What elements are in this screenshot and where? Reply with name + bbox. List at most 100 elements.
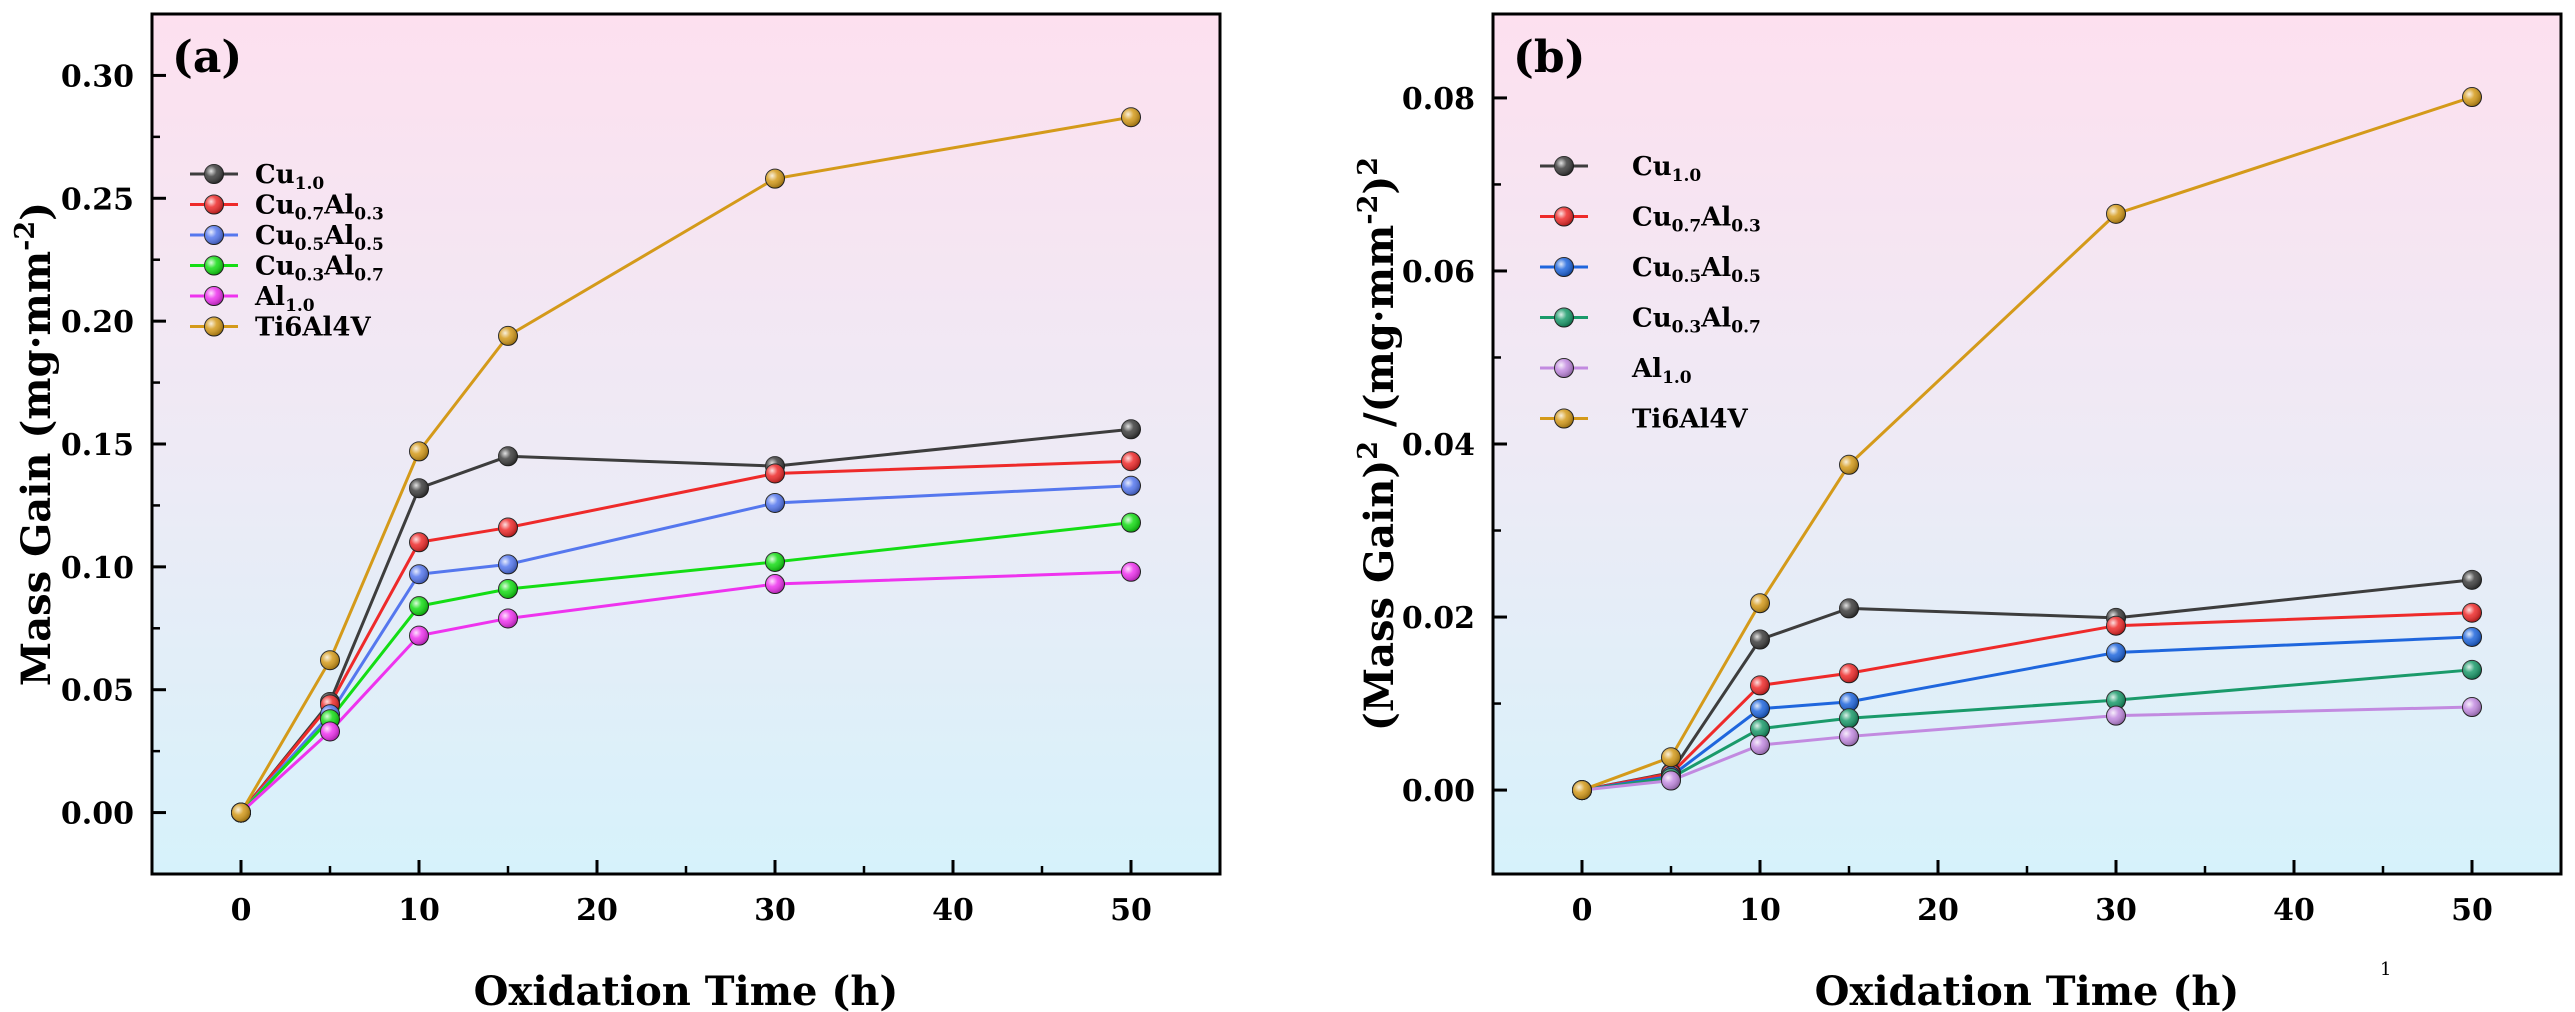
y-tick-label: 0.04 <box>1402 428 1475 463</box>
data-point-shine <box>498 518 518 538</box>
plot-background <box>1493 14 2561 874</box>
legend-label-text: Al <box>1631 354 1662 384</box>
y-tick-label: 0.30 <box>61 59 134 94</box>
legend-label-subscript: 0.3 <box>1672 318 1702 338</box>
y-tick-label: 0.00 <box>61 797 134 832</box>
data-point-shine <box>409 478 429 498</box>
data-point-shine <box>1839 726 1859 746</box>
legend-label-subscript: 0.7 <box>354 266 384 286</box>
y-tick-label: 0.08 <box>1402 82 1475 117</box>
y-axis-title-sup3: 2 <box>1353 157 1384 176</box>
y-tick-label: 0.10 <box>61 551 134 586</box>
data-point-shine <box>2106 690 2126 710</box>
panel-label: (a) <box>172 32 242 83</box>
legend-label-subscript: 1.0 <box>285 296 315 316</box>
legend-label-text: Cu <box>255 191 295 221</box>
data-point-shine <box>1839 692 1859 712</box>
data-point-shine <box>1750 630 1770 650</box>
legend-marker-shine <box>1554 156 1574 176</box>
y-tick-label: 0.00 <box>1402 774 1475 809</box>
x-tick-label: 30 <box>754 893 796 928</box>
x-tick-label: 50 <box>2451 893 2493 928</box>
x-tick-label: 20 <box>576 893 618 928</box>
legend-label-subscript: 0.7 <box>295 205 325 225</box>
legend-marker-shine <box>204 225 224 245</box>
series-line <box>239 570 1132 814</box>
legend-label-subscript: 0.3 <box>295 266 325 286</box>
series-line <box>239 459 1132 814</box>
x-tick-label: 10 <box>1739 893 1781 928</box>
y-tick-label: 0.05 <box>61 674 134 709</box>
legend-label-text: Cu <box>255 252 295 282</box>
data-point-shine <box>2462 87 2482 107</box>
legend-label-subscript: 1.0 <box>1662 368 1692 388</box>
y-axis-title-close: ) <box>13 202 60 221</box>
data-point-shine <box>1661 771 1681 791</box>
data-point-shine <box>1121 419 1141 439</box>
legend-marker-shine <box>204 195 224 214</box>
x-tick-label: 0 <box>1572 893 1593 928</box>
data-point-shine <box>1839 598 1859 618</box>
x-axis-title: Oxidation Time (h) <box>1815 968 2240 1012</box>
legend-label: Ti6Al4V <box>1632 405 1748 435</box>
legend-label-text: Cu <box>1632 253 1672 283</box>
data-point-shine <box>1750 735 1770 755</box>
legend-label: Al1.0 <box>1631 354 1692 388</box>
legend-marker-shine <box>1554 257 1574 277</box>
legend-marker-shine <box>204 164 224 184</box>
data-point-shine <box>765 463 785 483</box>
legend-label-subscript: 0.3 <box>1731 217 1761 237</box>
data-point-shine <box>231 803 251 823</box>
data-point-shine <box>498 579 518 599</box>
legend-label-subscript: 0.7 <box>1672 217 1702 237</box>
series-line <box>239 484 1132 814</box>
data-point-shine <box>320 650 340 670</box>
data-point-shine <box>498 326 518 346</box>
data-point-shine <box>765 574 785 594</box>
legend-label-subscript: 0.5 <box>295 235 325 255</box>
data-point-shine <box>2462 603 2482 623</box>
data-point-shine <box>320 721 340 741</box>
data-point-shine <box>1121 476 1141 496</box>
data-point-shine <box>765 169 785 189</box>
series-line <box>1581 95 2473 792</box>
tick-labels: 0 10 20 30 40 50 0.00 0.02 0.04 0.06 0.08 <box>1402 82 2493 928</box>
data-point-shine <box>1839 663 1859 683</box>
legend: Cu1.0Cu0.7Al0.3Cu0.5Al0.5Cu0.3Al0.7Al1.0… <box>1540 152 1761 435</box>
legend-label-subscript: 1.0 <box>295 174 325 194</box>
data-point-shine <box>498 608 518 628</box>
series-line <box>1581 611 2473 792</box>
legend-label: Ti6Al4V <box>255 313 371 343</box>
series-line <box>1581 668 2473 792</box>
y-tick-label: 0.25 <box>61 182 134 217</box>
legend-label-subscript: 0.5 <box>354 235 384 255</box>
data-point-shine <box>2462 570 2482 590</box>
legend-label-text: Al <box>254 282 285 312</box>
tick-labels: 0 10 20 30 40 50 0.00 0.05 0.10 0.15 0.20 0.25 0.30 <box>61 59 1152 928</box>
y-axis-title-sup: 2 <box>1353 441 1384 460</box>
legend-label-text: Ti6Al4V <box>1632 405 1748 435</box>
y-axis-title: Mass Gain (mg·mm-2) <box>10 202 60 686</box>
legend-marker-shine <box>1554 207 1574 226</box>
legend-label-text: Cu <box>1632 203 1672 233</box>
data-point-shine <box>765 552 785 572</box>
legend-label: Cu1.0 <box>1632 152 1701 186</box>
page-number: 1 <box>2380 959 2391 980</box>
data-point-shine <box>409 564 429 584</box>
data-point-shine <box>409 626 429 646</box>
data-point-shine <box>1661 747 1681 767</box>
legend-label-text: Ti6Al4V <box>255 313 371 343</box>
y-tick-label: 0.15 <box>61 428 134 463</box>
series-layer <box>231 107 1141 823</box>
data-point-shine <box>409 532 429 552</box>
legend-label: Cu0.5Al0.5 <box>255 221 384 255</box>
data-point-shine <box>2106 643 2126 663</box>
data-point-shine <box>1750 719 1770 739</box>
legend-label-text: Al <box>1700 304 1731 334</box>
legend-marker-shine <box>204 317 224 336</box>
x-tick-label: 20 <box>1917 893 1959 928</box>
y-tick-label: 0.02 <box>1402 601 1475 636</box>
data-point-shine <box>1839 455 1859 475</box>
x-tick-label: 50 <box>1110 893 1152 928</box>
